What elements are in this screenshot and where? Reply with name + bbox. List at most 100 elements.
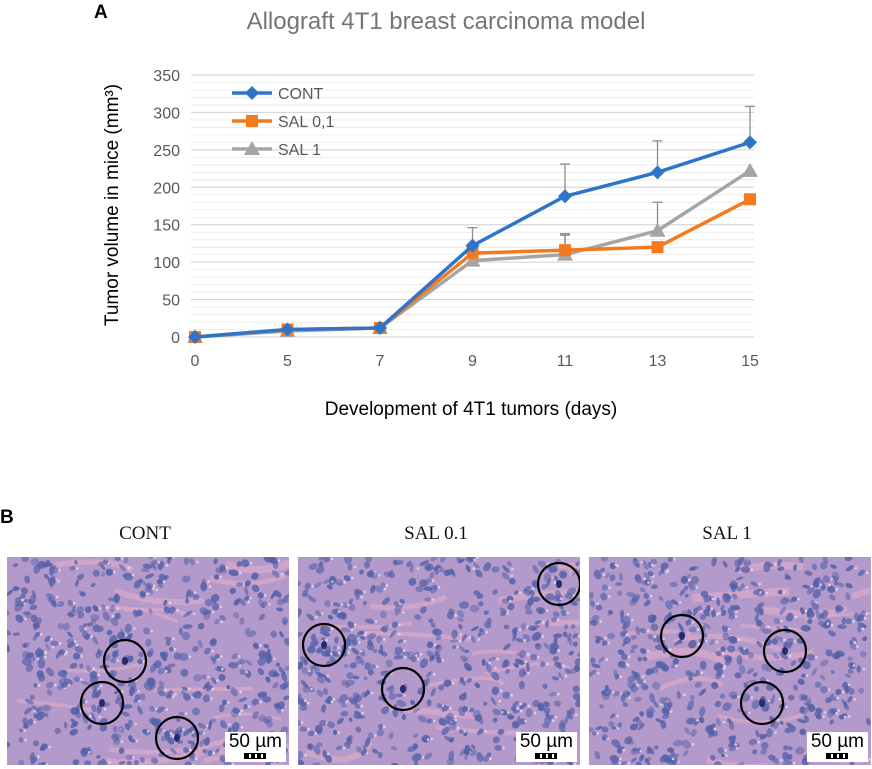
nucleus	[167, 737, 175, 745]
nucleus	[761, 663, 769, 671]
nucleus	[277, 598, 285, 606]
nucleus	[426, 699, 432, 707]
nucleus	[639, 710, 645, 717]
nucleus	[845, 565, 854, 572]
cell-vacuole	[431, 598, 435, 601]
nucleus	[822, 575, 831, 583]
nucleus	[228, 662, 239, 669]
nucleus	[372, 649, 378, 654]
nucleus	[164, 636, 172, 641]
nucleus	[275, 662, 281, 667]
nucleus	[554, 589, 561, 599]
nucleus	[204, 598, 213, 607]
nucleus	[448, 750, 455, 761]
cell-vacuole	[364, 631, 368, 635]
nucleus	[438, 684, 445, 691]
cell-vacuole	[710, 607, 714, 610]
nucleus	[719, 693, 726, 699]
nucleus	[715, 650, 722, 657]
cell-vacuole	[80, 654, 84, 658]
nucleus	[743, 559, 751, 567]
cell-vacuole	[618, 761, 622, 765]
nucleus	[710, 754, 716, 761]
cell-vacuole	[649, 594, 653, 598]
cell-vacuole	[239, 690, 242, 694]
nucleus	[842, 682, 848, 688]
nucleus	[388, 571, 396, 579]
nucleus	[506, 561, 513, 567]
nucleus	[553, 633, 563, 639]
cell-vacuole	[120, 740, 124, 743]
cell-vacuole	[347, 603, 350, 607]
nucleus	[214, 666, 222, 672]
nucleus	[678, 622, 684, 632]
nucleus	[156, 578, 163, 585]
cell-vacuole	[573, 762, 577, 765]
nucleus	[316, 676, 325, 684]
cell-vacuole	[670, 710, 673, 713]
nucleus	[737, 708, 742, 713]
nucleus	[540, 661, 546, 667]
nucleus	[532, 564, 539, 574]
cell-vacuole	[154, 707, 158, 711]
nucleus	[7, 610, 10, 616]
nucleus	[777, 566, 785, 571]
nucleus	[515, 637, 524, 643]
nucleus	[601, 733, 608, 741]
cell-vacuole	[518, 628, 522, 631]
cell-vacuole	[526, 625, 529, 629]
nucleus	[439, 557, 446, 563]
nucleus	[438, 718, 447, 726]
cell-vacuole	[99, 684, 103, 688]
cell-vacuole	[566, 611, 570, 615]
nucleus	[558, 721, 566, 733]
nucleus	[850, 643, 857, 650]
stroma-streak	[74, 605, 179, 623]
cell-vacuole	[778, 697, 782, 701]
nucleus	[329, 575, 335, 582]
cell-vacuole	[119, 727, 122, 731]
nucleus	[661, 714, 670, 720]
nucleus	[360, 659, 365, 666]
nucleus	[150, 718, 159, 726]
nucleus	[298, 661, 303, 670]
nucleus	[354, 631, 362, 640]
nucleus	[643, 571, 651, 581]
nucleus	[32, 740, 39, 747]
nucleus	[548, 646, 557, 655]
nucleus	[224, 760, 232, 765]
nucleus	[436, 703, 442, 709]
cell-vacuole	[841, 690, 845, 694]
legend-marker-sal-0-1	[246, 115, 258, 127]
cell-vacuole	[553, 581, 557, 585]
nucleus	[759, 733, 768, 740]
cell-vacuole	[142, 660, 146, 663]
nucleus	[266, 648, 271, 656]
nucleus	[705, 724, 714, 734]
nucleus	[803, 695, 812, 703]
gridlines	[191, 74, 754, 338]
nucleus	[611, 759, 619, 765]
nucleus	[355, 726, 362, 733]
nucleus	[92, 569, 100, 577]
cell-vacuole	[622, 748, 626, 752]
cell-vacuole	[675, 664, 678, 668]
nucleus	[646, 708, 654, 717]
nucleus	[184, 761, 192, 765]
nucleus	[266, 655, 273, 664]
nucleus	[828, 630, 836, 637]
nucleus	[192, 645, 199, 653]
nucleus	[24, 698, 35, 705]
cell-vacuole	[249, 561, 253, 565]
cell-vacuole	[353, 565, 357, 569]
cell-vacuole	[628, 696, 631, 700]
nucleus	[845, 592, 851, 601]
cell-vacuole	[484, 730, 488, 733]
nucleus	[20, 587, 29, 594]
cell-vacuole	[551, 719, 555, 722]
cell-vacuole	[745, 586, 749, 589]
nucleus	[554, 661, 561, 668]
stroma-streak	[716, 712, 804, 725]
nucleus	[244, 586, 249, 596]
cell-vacuole	[219, 605, 223, 609]
